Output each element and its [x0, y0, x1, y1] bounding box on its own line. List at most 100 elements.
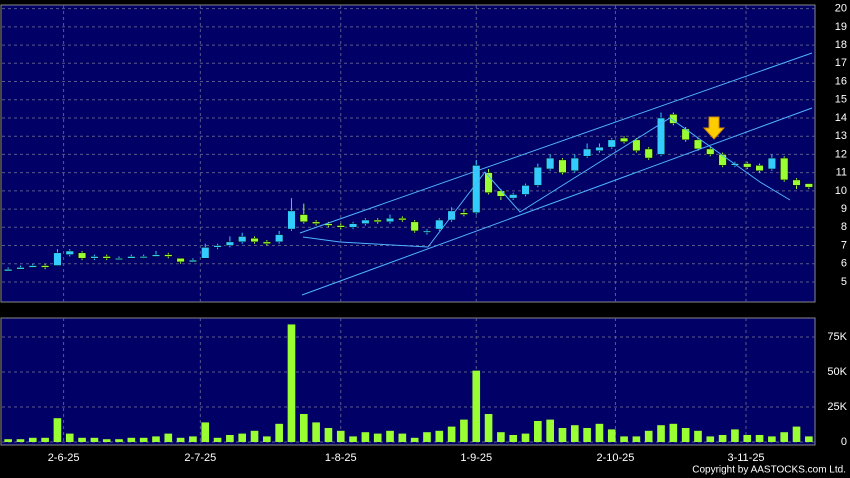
candle-body	[767, 157, 776, 170]
volume-bar	[669, 423, 678, 442]
volume-panel	[0, 317, 816, 446]
candle-body	[151, 254, 161, 257]
volume-bar	[336, 430, 345, 442]
volume-bar	[115, 439, 123, 442]
grid	[2, 5, 815, 445]
volume-bar	[706, 436, 715, 442]
y-tick-label: 15	[835, 94, 847, 106]
volume-bar	[16, 439, 25, 442]
candle-body	[533, 166, 542, 186]
trend-lines	[299, 52, 813, 296]
candle-body	[262, 241, 271, 244]
candle-body	[16, 267, 25, 270]
candle-body	[139, 256, 148, 259]
volume-bar	[423, 432, 431, 442]
y-tick-label: 19	[835, 21, 847, 33]
candle-body	[459, 212, 469, 215]
x-tick-label: 1-9-25	[460, 452, 492, 464]
volume-bar	[805, 436, 813, 442]
volume-bar	[41, 437, 49, 442]
candle-body	[287, 210, 296, 230]
volume-bar	[521, 433, 530, 442]
candle-body	[546, 157, 555, 170]
volume-bar	[213, 437, 222, 442]
volume-bar	[410, 437, 419, 442]
y-tick-label: 14	[835, 112, 847, 124]
y-tick-label: 9	[841, 203, 847, 215]
volume-bar	[447, 426, 456, 442]
volume-bar	[694, 430, 702, 442]
volume-bar	[583, 428, 591, 442]
candle-body	[238, 236, 247, 243]
volume-bar	[176, 437, 185, 442]
candle-body	[348, 223, 358, 228]
candle-body	[410, 221, 419, 232]
volume-bar	[435, 430, 444, 442]
candle-body	[53, 252, 62, 266]
volume-bar	[780, 432, 789, 442]
volume-bar	[644, 430, 653, 442]
candle-body	[188, 259, 198, 263]
candle-body	[780, 157, 789, 181]
candle-body	[250, 237, 259, 243]
candle-body	[521, 185, 530, 195]
volume-bar	[226, 435, 234, 442]
candle-body	[65, 250, 74, 255]
candle-body	[595, 146, 604, 152]
candle-body	[373, 219, 382, 223]
y-tick-label: 16	[835, 75, 847, 87]
volume-bar	[497, 432, 505, 442]
volume-bar	[53, 418, 62, 442]
volume-bar	[312, 422, 320, 442]
candle-body	[484, 172, 493, 193]
y-tick-label: 11	[836, 167, 847, 179]
volume-bar	[792, 426, 801, 442]
volume-bar	[681, 428, 690, 442]
candle-body	[632, 139, 641, 152]
volume-bar	[139, 437, 148, 442]
y2-tick-label: 25K	[827, 401, 847, 413]
candle-body	[570, 157, 579, 172]
candle-body	[176, 258, 185, 263]
candle-body	[693, 139, 703, 150]
volume-bar	[164, 433, 173, 442]
volume-bar	[65, 433, 74, 442]
volume-bar	[28, 437, 37, 442]
candle-body	[213, 245, 222, 248]
y-tick-label: 7	[841, 239, 847, 251]
y-tick-label: 8	[841, 221, 847, 233]
volume-bar	[189, 436, 197, 442]
candle-body	[90, 256, 99, 259]
volume-bar	[102, 439, 111, 442]
volume-bar	[386, 430, 394, 442]
volume-bar	[127, 437, 136, 442]
volume-bar	[755, 435, 764, 442]
y-tick-label: 18	[835, 39, 847, 51]
volume-bar	[558, 428, 567, 442]
volume-bar	[78, 437, 86, 442]
candle-body	[299, 214, 308, 223]
candle-body	[422, 230, 432, 233]
volume-bar	[768, 436, 776, 442]
candle-body	[718, 154, 727, 166]
candle-body	[804, 183, 813, 188]
volume-bar	[250, 430, 259, 442]
candle-body	[4, 268, 13, 272]
y2-tick-label: 50K	[827, 366, 847, 378]
volume-bar	[398, 433, 407, 442]
volume-bar	[460, 419, 468, 442]
volume-bar	[657, 425, 665, 442]
candle-body	[755, 165, 764, 172]
volume-bar	[534, 421, 542, 442]
candle-body	[201, 247, 210, 259]
volume-bar	[90, 437, 99, 442]
price-panel	[0, 4, 816, 303]
x-tick-label: 2-6-25	[48, 452, 80, 464]
volume-bar	[373, 433, 382, 442]
volume-bar	[361, 432, 370, 442]
marks	[4, 112, 813, 442]
volume-bar	[287, 324, 296, 442]
y-tick-label: 17	[835, 57, 847, 69]
candle-body	[619, 137, 629, 142]
